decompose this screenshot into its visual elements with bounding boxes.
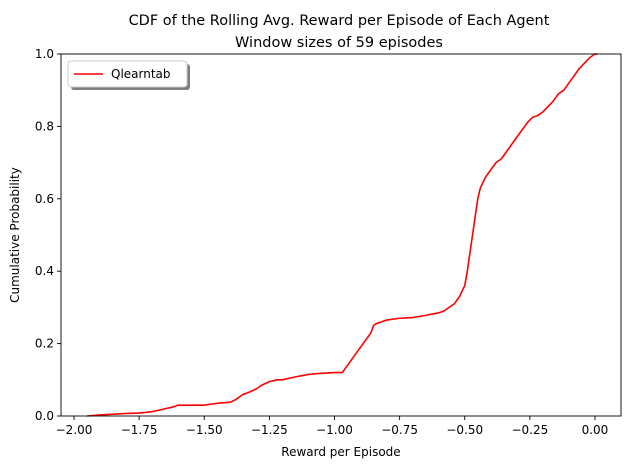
legend: Qlearntab	[67, 60, 190, 90]
x-tick-label: −1.00	[316, 423, 353, 437]
x-tick-label: −0.50	[446, 423, 483, 437]
chart-title: CDF of the Rolling Avg. Reward per Episo…	[129, 13, 550, 29]
series-line-qlearntab	[86, 53, 598, 417]
x-axis-label: Reward per Episode	[281, 445, 400, 459]
y-tick-label: 1.0	[35, 47, 54, 61]
legend-label-qlearntab: Qlearntab	[111, 67, 171, 81]
plot-frame	[60, 53, 622, 417]
y-axis-ticks: 0.0 0.2 0.4 0.6 0.8 1.0	[35, 47, 61, 423]
chart-title-group: CDF of the Rolling Avg. Reward per Episo…	[129, 13, 550, 51]
y-tick-label: 0.2	[35, 337, 54, 351]
x-tick-label: −2.00	[56, 423, 93, 437]
y-tick-label: 0.8	[35, 119, 54, 133]
x-axis-ticks: −2.00 −1.75 −1.50 −1.25 −1.00 −0.75 −0.50 −0.25…	[56, 416, 609, 437]
y-axis-label: Cumulative Probability	[8, 167, 22, 303]
chart-subtitle: Window sizes of 59 episodes	[235, 35, 443, 51]
x-tick-label: 0.00	[582, 423, 609, 437]
y-tick-label: 0.4	[35, 264, 54, 278]
y-tick-label: 0.6	[35, 192, 54, 206]
y-tick-label: 0.0	[35, 409, 54, 423]
x-tick-label: −0.75	[381, 423, 418, 437]
x-tick-label: −1.75	[121, 423, 158, 437]
plot-area	[86, 53, 598, 417]
x-tick-label: −1.25	[251, 423, 288, 437]
x-tick-label: −0.25	[511, 423, 548, 437]
x-tick-label: −1.50	[186, 423, 223, 437]
legend-box	[67, 60, 188, 88]
